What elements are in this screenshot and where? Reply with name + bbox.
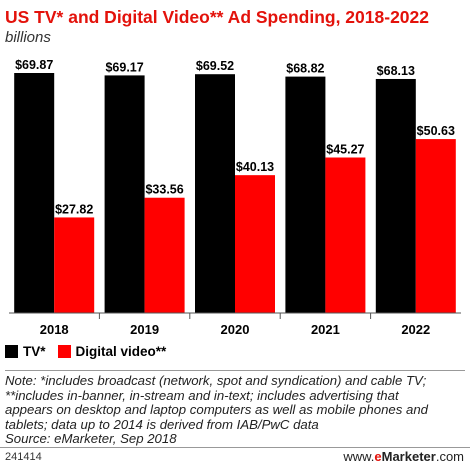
source-line: Source: eMarketer, Sep 2018: [5, 431, 177, 446]
data-label-digital-video: $45.27: [326, 142, 364, 156]
bar-tv: [104, 75, 145, 313]
data-label-digital-video: $33.56: [145, 183, 183, 197]
bar-tv: [285, 76, 326, 314]
data-label-tv: $68.13: [377, 64, 415, 78]
legend-swatch-tv: [5, 345, 18, 358]
data-label-digital-video: $40.13: [236, 160, 274, 174]
bar-tv: [14, 73, 55, 313]
bar-digital-video: [415, 139, 456, 313]
brand-prefix: www.: [343, 449, 375, 464]
data-label-tv: $69.52: [196, 59, 234, 73]
bar-digital-video: [325, 157, 366, 313]
data-label-digital-video: $27.82: [55, 202, 93, 216]
footer-divider: [0, 447, 470, 448]
chart-subtitle: billions: [5, 29, 51, 46]
bar-tv: [375, 78, 416, 314]
brand-suffix: .com: [435, 449, 464, 464]
x-tick-label: 2018: [40, 322, 69, 337]
note-line: Note: *includes broadcast (network, spot…: [5, 373, 427, 388]
chart-title: US TV* and Digital Video** Ad Spending, …: [5, 7, 429, 27]
bar-digital-video: [235, 175, 275, 313]
note-line: appears on desktop and laptop computers …: [5, 402, 429, 417]
brand-e: e: [374, 449, 382, 464]
data-label-tv: $69.17: [105, 60, 143, 74]
bar-digital-video: [144, 197, 185, 313]
note-line: **includes in-banner, in-stream and in-t…: [5, 387, 399, 403]
bar-chart: $69.87 $27.82 2018 $69.17 $33.56 2019 $69.52 $4…: [9, 58, 461, 337]
legend-item-tv: TV*: [5, 344, 46, 359]
brand-name: Marketer: [381, 449, 436, 464]
legend-item-video: Digital video**: [57, 344, 167, 359]
legend-label-tv: TV*: [23, 344, 46, 359]
data-label-digital-video: $50.63: [417, 124, 455, 138]
chart-legend: TV* Digital video**: [5, 344, 178, 359]
data-label-tv: $68.82: [286, 62, 324, 76]
chart-id: 241414: [5, 451, 42, 463]
bar-digital-video: [54, 217, 95, 313]
legend-swatch-video: [57, 345, 71, 358]
bar-tv: [195, 74, 235, 313]
x-tick-label: 2021: [311, 322, 340, 337]
brand-logo[interactable]: www.eMarketer.com: [343, 449, 464, 464]
x-tick-label: 2022: [401, 322, 430, 337]
note-divider: [5, 370, 465, 371]
x-tick-label: 2019: [130, 322, 159, 337]
legend-label-video: Digital video**: [75, 344, 167, 359]
chart-note: Note: *includes broadcast (network, spot…: [5, 373, 467, 447]
data-label-tv: $69.87: [15, 58, 53, 72]
x-tick-label: 2020: [221, 322, 250, 337]
note-line: tablets; data up to 2014 is derived from…: [5, 416, 319, 432]
